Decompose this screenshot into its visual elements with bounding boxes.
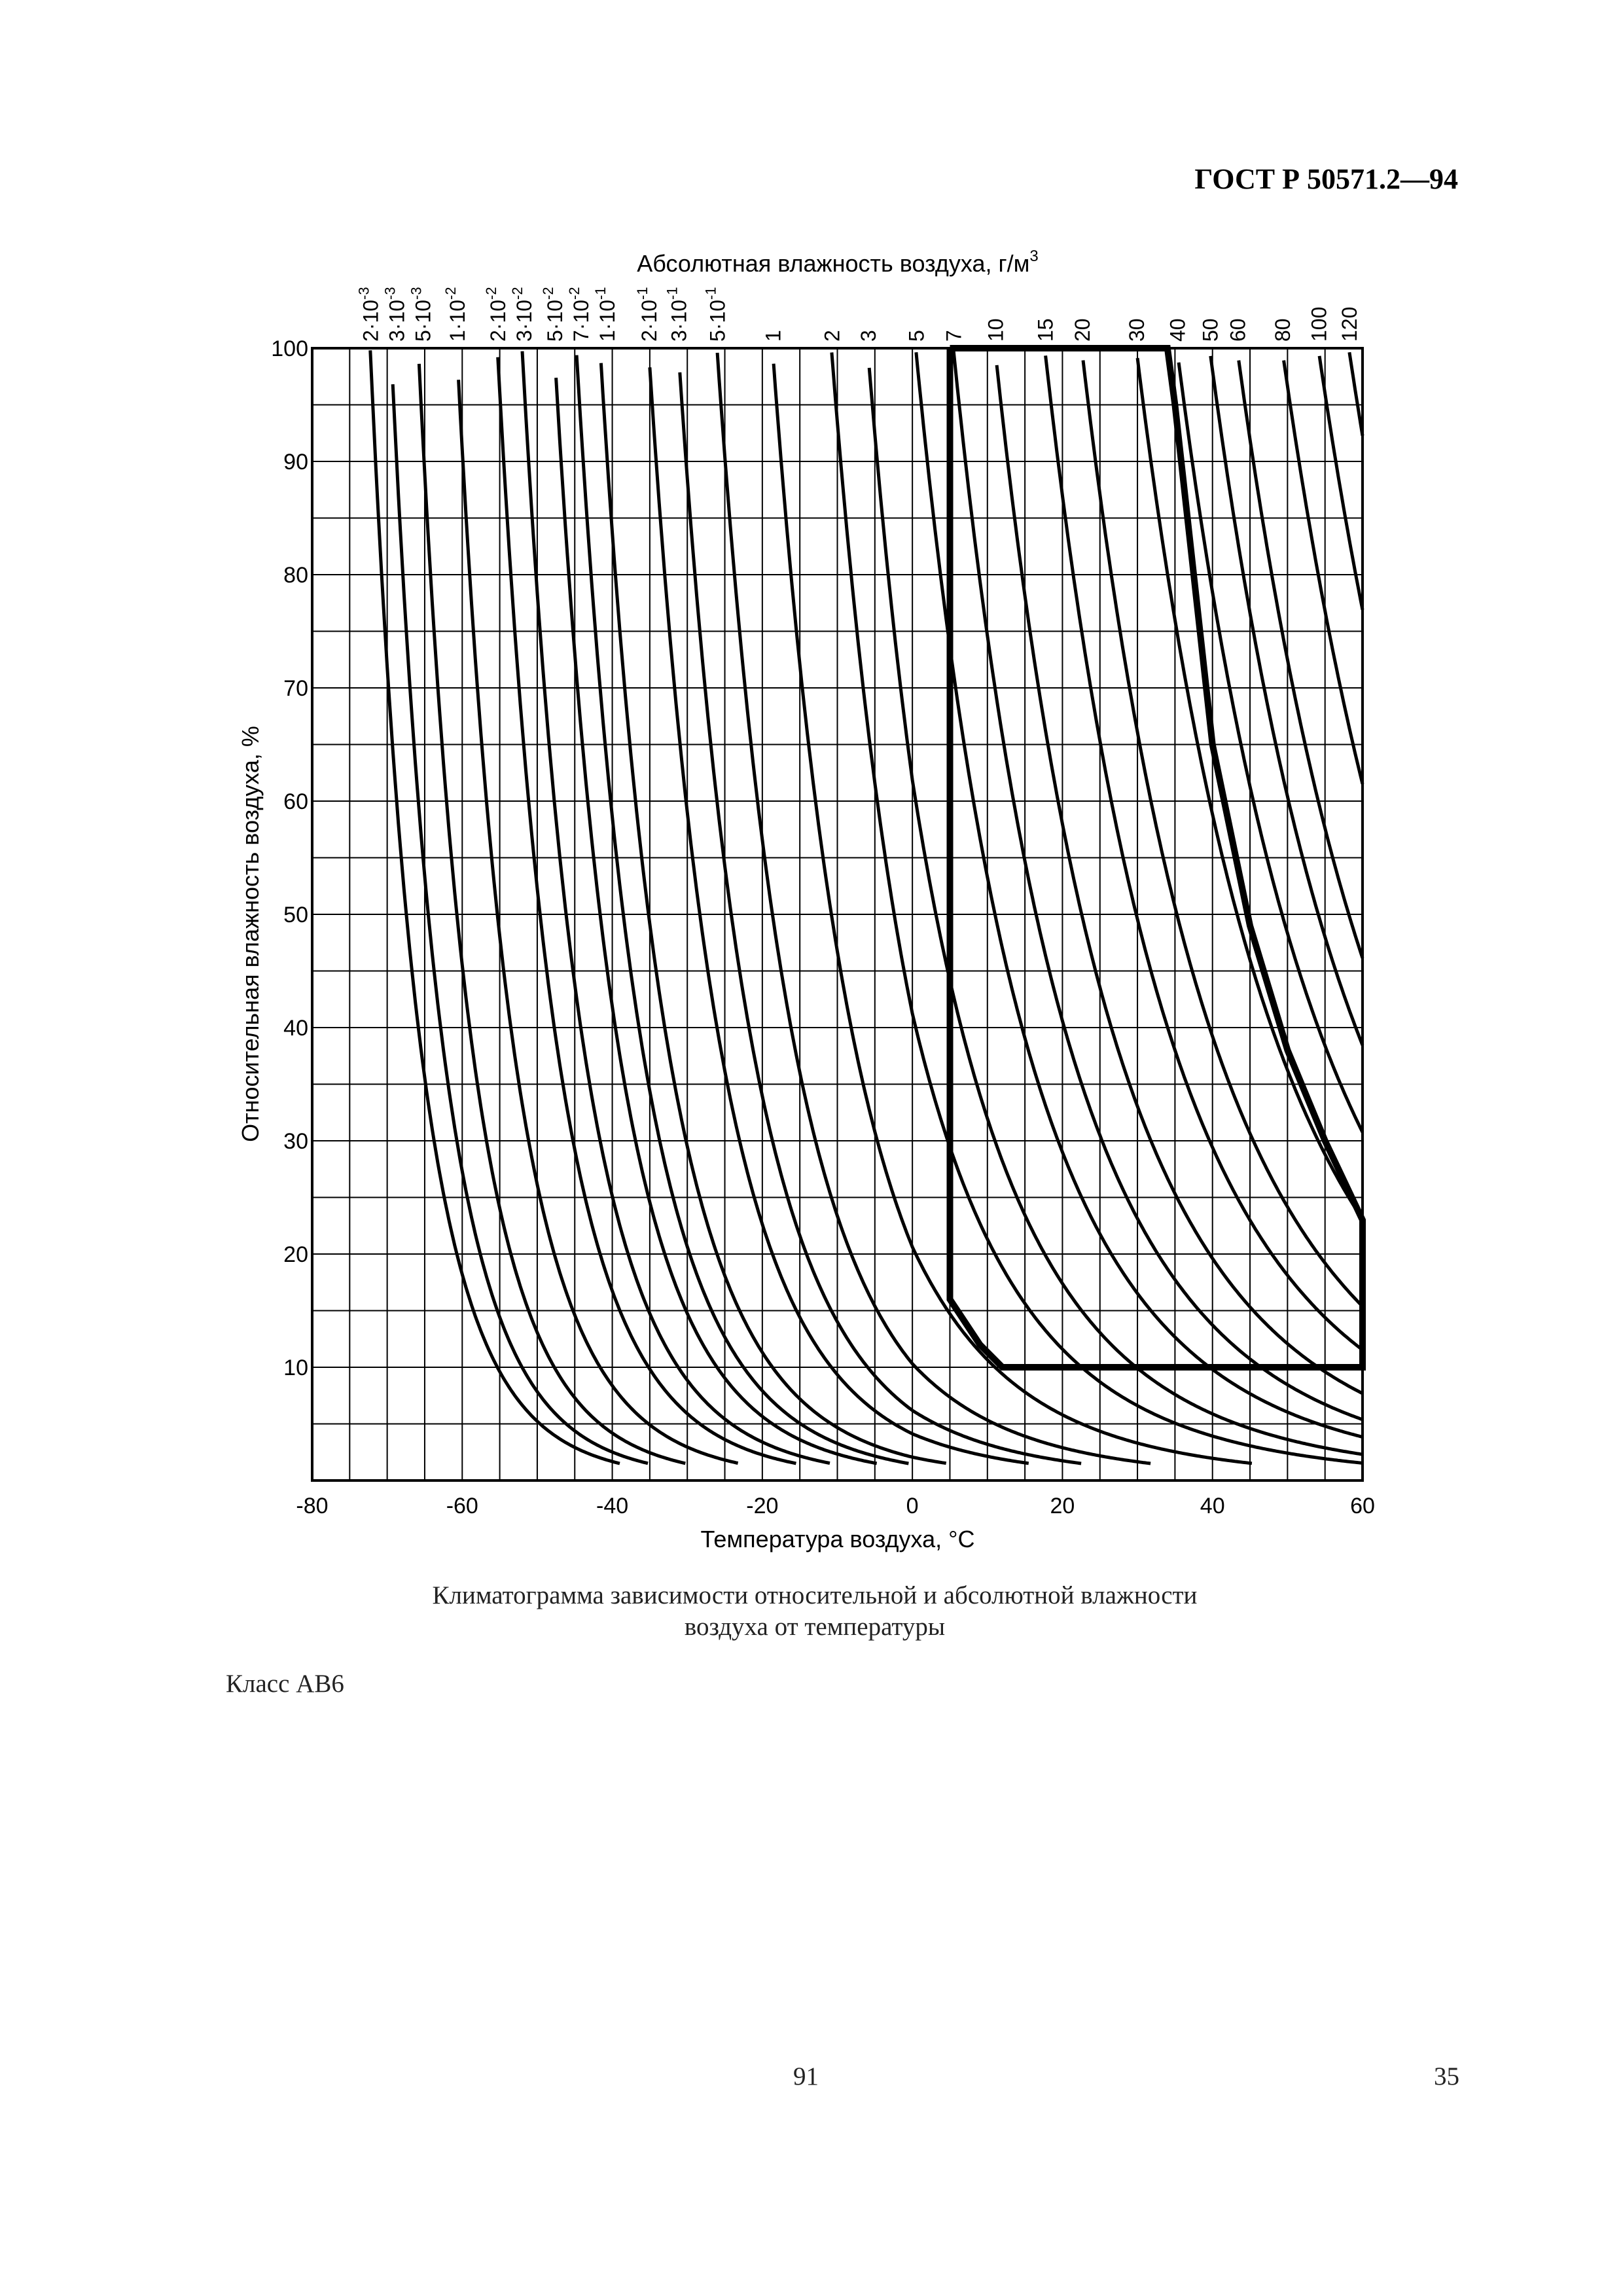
x-tick-label: -20 (746, 1494, 778, 1518)
humidity-curve-17 (995, 365, 1364, 1395)
y-tick-label: 40 (283, 1016, 308, 1041)
x-tick-label: 40 (1200, 1494, 1225, 1518)
humidity-curve-18 (1044, 355, 1364, 1352)
y-axis-ticks: 10 20 30 40 50 60 70 80 90 100 (271, 336, 308, 1380)
humidity-curve-24 (1282, 360, 1364, 785)
x-tick-label: -80 (296, 1494, 328, 1518)
humidity-curve-14 (867, 367, 1363, 1456)
humidity-label: 40 (1166, 318, 1189, 342)
humidity-label: 3·10-3 (382, 287, 409, 342)
humidity-curve-5 (520, 351, 830, 1465)
page-number-right: 35 (1434, 2062, 1459, 2090)
document-code: ГОСТ Р 50571.2—94 (1194, 163, 1458, 195)
humidity-label: 80 (1271, 318, 1294, 342)
humidity-label: 5·10-1 (703, 287, 730, 342)
humidity-label: 1·10-2 (442, 287, 469, 342)
x-tick-label: 20 (1050, 1494, 1075, 1518)
humidity-curve-15 (914, 352, 1363, 1439)
chart-title: Абсолютная влажность воздуха, г/м3 (637, 247, 1038, 277)
humidity-curve-13 (830, 352, 1363, 1465)
humidity-label: 7 (942, 330, 966, 342)
humidity-label: 5·10-3 (408, 287, 435, 342)
y-tick-label: 30 (283, 1129, 308, 1154)
x-axis-label: Температура воздуха, °С (700, 1526, 974, 1552)
humidity-label: 120 (1338, 307, 1361, 342)
humidity-curve-12 (772, 363, 1253, 1465)
x-axis-ticks: -80 -60 -40 -20 0 20 40 60 (296, 1494, 1374, 1518)
page-number-center: 91 (793, 2062, 819, 2090)
humidity-curve-3 (457, 380, 739, 1465)
humidity-curve-25 (1317, 355, 1364, 611)
humidity-label: 20 (1071, 318, 1094, 342)
y-tick-label: 10 (283, 1355, 308, 1380)
y-tick-label: 90 (283, 450, 308, 475)
caption-line-2: воздуха от температуры (684, 1613, 946, 1641)
absolute-humidity-labels: 2·10-33·10-35·10-31·10-22·10-23·10-25·10… (356, 287, 1361, 342)
humidity-curves (368, 350, 1364, 1465)
humidity-curve-6 (554, 378, 878, 1465)
humidity-label: 5·10-2 (540, 287, 567, 342)
climate-class-boundary (946, 345, 1366, 1371)
humidity-curve-16 (952, 351, 1363, 1422)
y-axis-label: Относительная влажность воздуха, % (237, 726, 264, 1142)
humidity-label: 3·10-2 (509, 287, 536, 342)
humidity-curve-8 (599, 363, 947, 1465)
humidity-curve-26 (1347, 351, 1364, 437)
humidity-label: 1 (761, 330, 785, 342)
humidity-label: 1·10-1 (592, 287, 619, 342)
humidity-label: 2 (820, 330, 844, 342)
y-tick-label: 100 (271, 336, 308, 361)
humidity-curve-19 (1081, 360, 1364, 1308)
humidity-curve-1 (391, 384, 649, 1465)
y-tick-label: 20 (283, 1242, 308, 1267)
humidity-curve-11 (715, 352, 1151, 1465)
humidity-label: 2·10-1 (634, 287, 661, 342)
humidity-label: 10 (984, 318, 1007, 342)
humidity-curve-7 (575, 355, 909, 1465)
humidity-label: 2·10-2 (483, 287, 510, 342)
x-tick-label: 60 (1350, 1494, 1375, 1518)
humidity-label: 60 (1226, 318, 1249, 342)
humidity-curve-22 (1209, 355, 1364, 1046)
humidity-label: 30 (1125, 318, 1149, 342)
humidity-label: 100 (1307, 307, 1330, 342)
humidity-curve-20 (1135, 357, 1364, 1221)
x-tick-label: -40 (596, 1494, 628, 1518)
y-tick-label: 80 (283, 563, 308, 588)
y-tick-label: 70 (283, 676, 308, 701)
y-tick-label: 60 (283, 789, 308, 814)
humidity-curve-21 (1177, 362, 1364, 1134)
climatogram-chart: -80 -60 -40 -20 0 20 40 60 10203040506070809010… (237, 247, 1375, 1552)
humidity-curve-23 (1237, 360, 1364, 959)
y-tick-label: 50 (283, 903, 308, 927)
chart-grid (312, 348, 1363, 1480)
humidity-curve-10 (678, 372, 1082, 1465)
humidity-label: 3·10-1 (664, 287, 690, 342)
humidity-label: 3 (857, 330, 880, 342)
x-tick-label: -60 (446, 1494, 478, 1518)
humidity-label: 2·10-3 (356, 287, 383, 342)
humidity-curve-4 (496, 357, 796, 1465)
figure-caption: Климатограмма зависимости относительной … (0, 1580, 1623, 1643)
humidity-label: 15 (1033, 318, 1057, 342)
climate-class-boundary-line (946, 345, 1366, 1371)
humidity-curve-0 (368, 350, 620, 1465)
humidity-curve-2 (417, 363, 686, 1465)
caption-line-1: Климатограмма зависимости относительной … (432, 1581, 1198, 1609)
humidity-label: 50 (1198, 318, 1222, 342)
humidity-label: 7·10-2 (566, 287, 593, 342)
class-label: Класс АВ6 (226, 1670, 344, 1698)
x-tick-label: 0 (906, 1494, 919, 1518)
plot-frame (311, 347, 1364, 1482)
humidity-curve-9 (648, 367, 1029, 1465)
humidity-label: 5 (904, 330, 928, 342)
